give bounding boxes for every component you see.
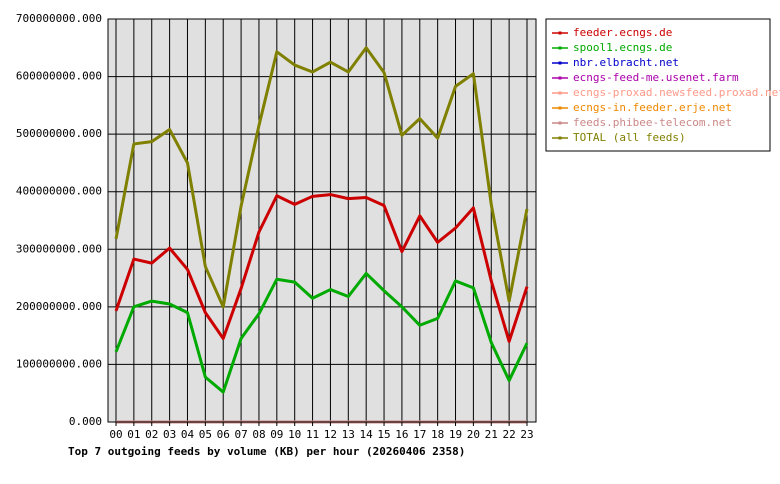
x-tick-label: 21 [485, 428, 498, 441]
legend-marker [558, 106, 562, 110]
legend [545, 18, 771, 152]
legend-marker [558, 61, 562, 65]
x-tick-label: 15 [377, 428, 390, 441]
x-tick-label: 13 [342, 428, 355, 441]
y-tick-label: 600000000.000 [16, 70, 102, 83]
legend-marker [558, 76, 562, 80]
x-tick-label: 06 [217, 428, 230, 441]
chart-title: Top 7 outgoing feeds by volume (KB) per … [68, 445, 465, 458]
x-tick-label: 12 [324, 428, 337, 441]
x-tick-label: 20 [467, 428, 480, 441]
series-line [114, 193, 529, 343]
x-tick-label: 22 [503, 428, 516, 441]
y-tick-label: 400000000.000 [16, 185, 102, 198]
x-tick-label: 14 [360, 428, 374, 441]
legend-label: ecngs-proxad.newsfeed.proxad.net [573, 86, 780, 99]
legend-marker [558, 46, 562, 50]
y-tick-label: 300000000.000 [16, 242, 102, 255]
plot-border [107, 18, 537, 423]
legend-marker [558, 121, 562, 125]
legend-label: feeds.phibee-telecom.net [573, 116, 732, 129]
series-line [114, 271, 529, 394]
x-tick-label: 07 [234, 428, 247, 441]
x-tick-label: 01 [127, 428, 140, 441]
x-tick-label: 17 [413, 428, 426, 441]
plot-area [108, 19, 536, 422]
x-tick-label: 03 [163, 428, 176, 441]
y-tick-label: 500000000.000 [16, 127, 102, 140]
legend-marker [558, 31, 562, 35]
legend-label: ecngs-in.feeder.erje.net [573, 101, 732, 114]
x-tick-label: 10 [288, 428, 301, 441]
x-tick-label: 18 [431, 428, 444, 441]
x-tick-label: 08 [252, 428, 265, 441]
y-tick-label: 100000000.000 [16, 357, 102, 370]
x-tick-label: 11 [306, 428, 319, 441]
legend-label: spool1.ecngs.de [573, 41, 672, 54]
series-line [114, 46, 529, 309]
y-tick-label: 200000000.000 [16, 300, 102, 313]
x-tick-label: 09 [270, 428, 283, 441]
y-tick-label: 0.000 [69, 415, 102, 428]
x-tick-label: 23 [520, 428, 533, 441]
x-tick-label: 19 [449, 428, 462, 441]
x-tick-label: 00 [109, 428, 122, 441]
y-tick-label: 700000000.000 [16, 12, 102, 25]
legend-label: ecngs-feed-me.usenet.farm [573, 71, 739, 84]
x-tick-label: 05 [199, 428, 212, 441]
x-tick-label: 04 [181, 428, 195, 441]
legend-label: feeder.ecngs.de [573, 26, 672, 39]
x-tick-label: 16 [395, 428, 408, 441]
x-tick-label: 02 [145, 428, 158, 441]
legend-label: nbr.elbracht.net [573, 56, 679, 69]
legend-label: TOTAL (all feeds) [573, 131, 686, 144]
legend-marker [558, 136, 562, 140]
legend-marker [558, 91, 562, 95]
